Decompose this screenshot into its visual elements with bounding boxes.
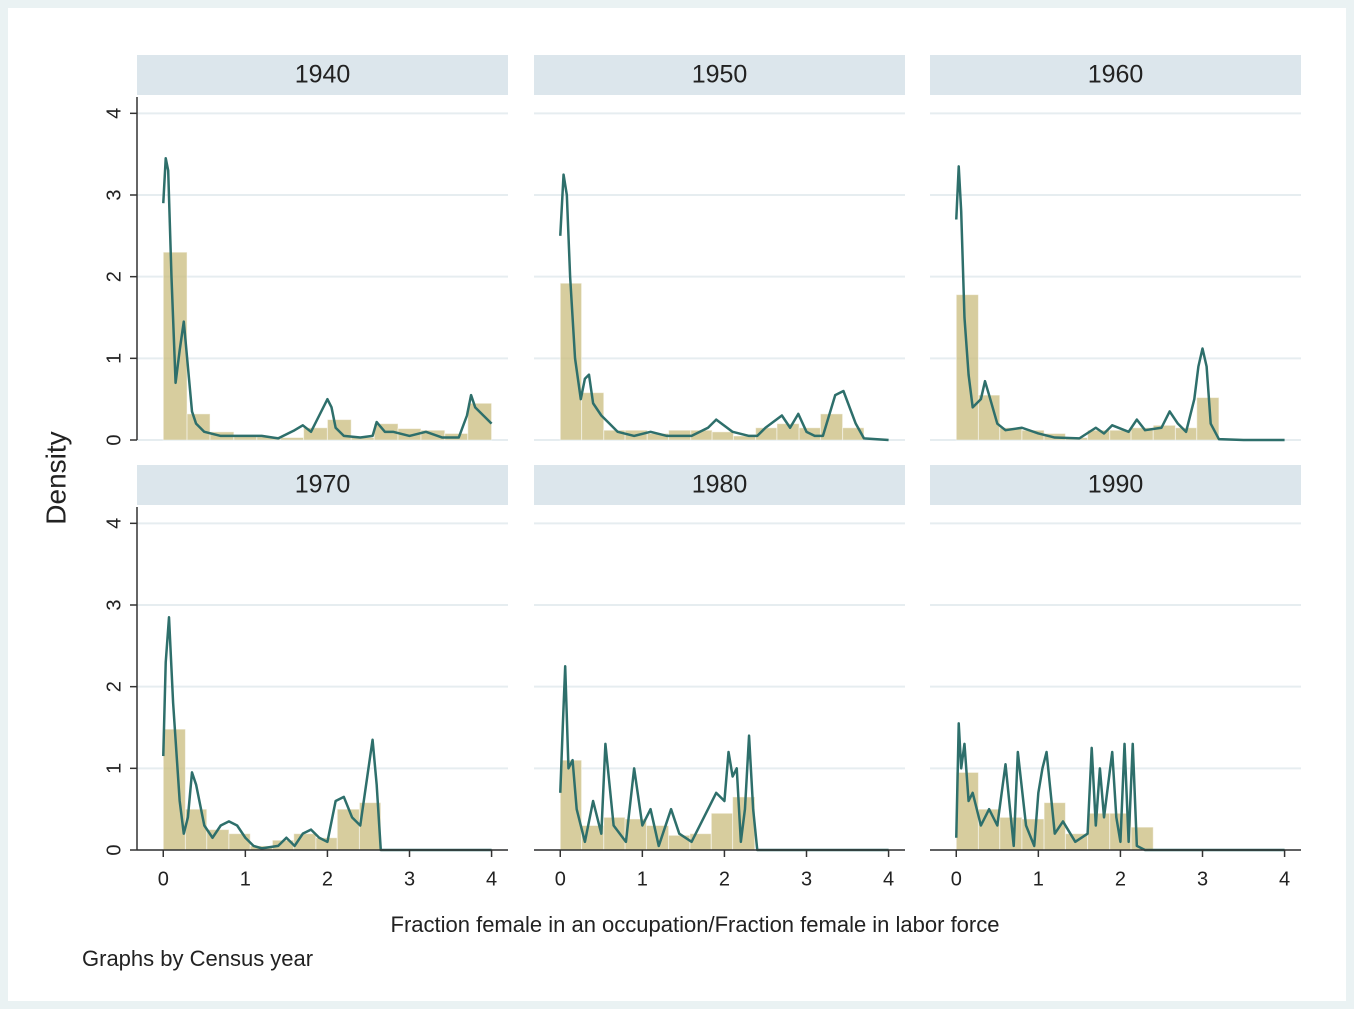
x-tick-label: 1 bbox=[240, 868, 251, 890]
x-tick-label: 4 bbox=[486, 868, 497, 890]
histogram-bar bbox=[467, 402, 493, 441]
panel-title: 1990 bbox=[1088, 471, 1144, 499]
y-axis-label: Density bbox=[40, 431, 71, 524]
x-tick-label: 2 bbox=[1115, 868, 1126, 890]
y-tick-label: 2 bbox=[103, 681, 125, 692]
y-tick-label: 2 bbox=[103, 271, 125, 282]
x-tick-label: 0 bbox=[158, 868, 169, 890]
histogram-bar bbox=[228, 833, 251, 851]
y-tick-label: 3 bbox=[103, 599, 125, 610]
panel-title: 1940 bbox=[295, 61, 351, 89]
histogram-bar bbox=[280, 437, 305, 441]
plot-area bbox=[534, 97, 905, 440]
x-tick-label: 3 bbox=[404, 868, 415, 890]
x-tick-label: 1 bbox=[637, 868, 648, 890]
panel-header bbox=[930, 465, 1301, 505]
panel-header bbox=[534, 465, 905, 505]
histogram-bar bbox=[162, 728, 186, 851]
density-line bbox=[559, 173, 889, 442]
histogram-bar bbox=[336, 808, 360, 851]
histogram-bar bbox=[1130, 826, 1154, 851]
panel-header bbox=[534, 55, 905, 95]
y-tick-label: 1 bbox=[103, 763, 125, 774]
x-tick-label: 4 bbox=[883, 868, 894, 890]
density-line bbox=[955, 165, 1285, 442]
histogram-bar bbox=[1087, 812, 1111, 851]
x-tick-label: 2 bbox=[719, 868, 730, 890]
histogram-bar bbox=[559, 759, 583, 851]
plot-area bbox=[534, 507, 905, 850]
plot-area bbox=[137, 507, 508, 850]
panel-title: 1970 bbox=[295, 471, 351, 499]
density-line bbox=[162, 157, 493, 440]
panel-header bbox=[137, 55, 508, 95]
panel-title: 1980 bbox=[692, 471, 748, 499]
x-tick-label: 3 bbox=[801, 868, 812, 890]
y-tick-label: 4 bbox=[103, 108, 125, 119]
y-tick-label: 0 bbox=[103, 434, 125, 445]
plot-area bbox=[137, 97, 508, 440]
y-tick-label: 1 bbox=[103, 353, 125, 364]
plot-area bbox=[930, 97, 1301, 440]
x-tick-label: 0 bbox=[555, 868, 566, 890]
panel-title: 1960 bbox=[1088, 61, 1144, 89]
panel-header bbox=[137, 465, 508, 505]
histogram-bar bbox=[977, 808, 1001, 851]
density-line bbox=[559, 665, 889, 852]
y-tick-label: 4 bbox=[103, 518, 125, 529]
x-axis-label: Fraction female in an occupation/Fractio… bbox=[391, 912, 1000, 937]
x-tick-label: 1 bbox=[1033, 868, 1044, 890]
x-tick-label: 3 bbox=[1197, 868, 1208, 890]
histogram-bar bbox=[710, 812, 734, 851]
note: Graphs by Census year bbox=[82, 946, 313, 971]
density-line bbox=[162, 616, 492, 852]
y-tick-label: 3 bbox=[103, 189, 125, 200]
y-tick-label: 0 bbox=[103, 844, 125, 855]
x-tick-label: 4 bbox=[1279, 868, 1290, 890]
histogram-bar bbox=[819, 413, 844, 441]
x-tick-label: 2 bbox=[322, 868, 333, 890]
panel-title: 1950 bbox=[692, 61, 748, 89]
histogram-bar bbox=[711, 431, 734, 441]
density-line bbox=[955, 722, 1285, 852]
x-tick-label: 0 bbox=[951, 868, 962, 890]
panel-header bbox=[930, 55, 1301, 95]
